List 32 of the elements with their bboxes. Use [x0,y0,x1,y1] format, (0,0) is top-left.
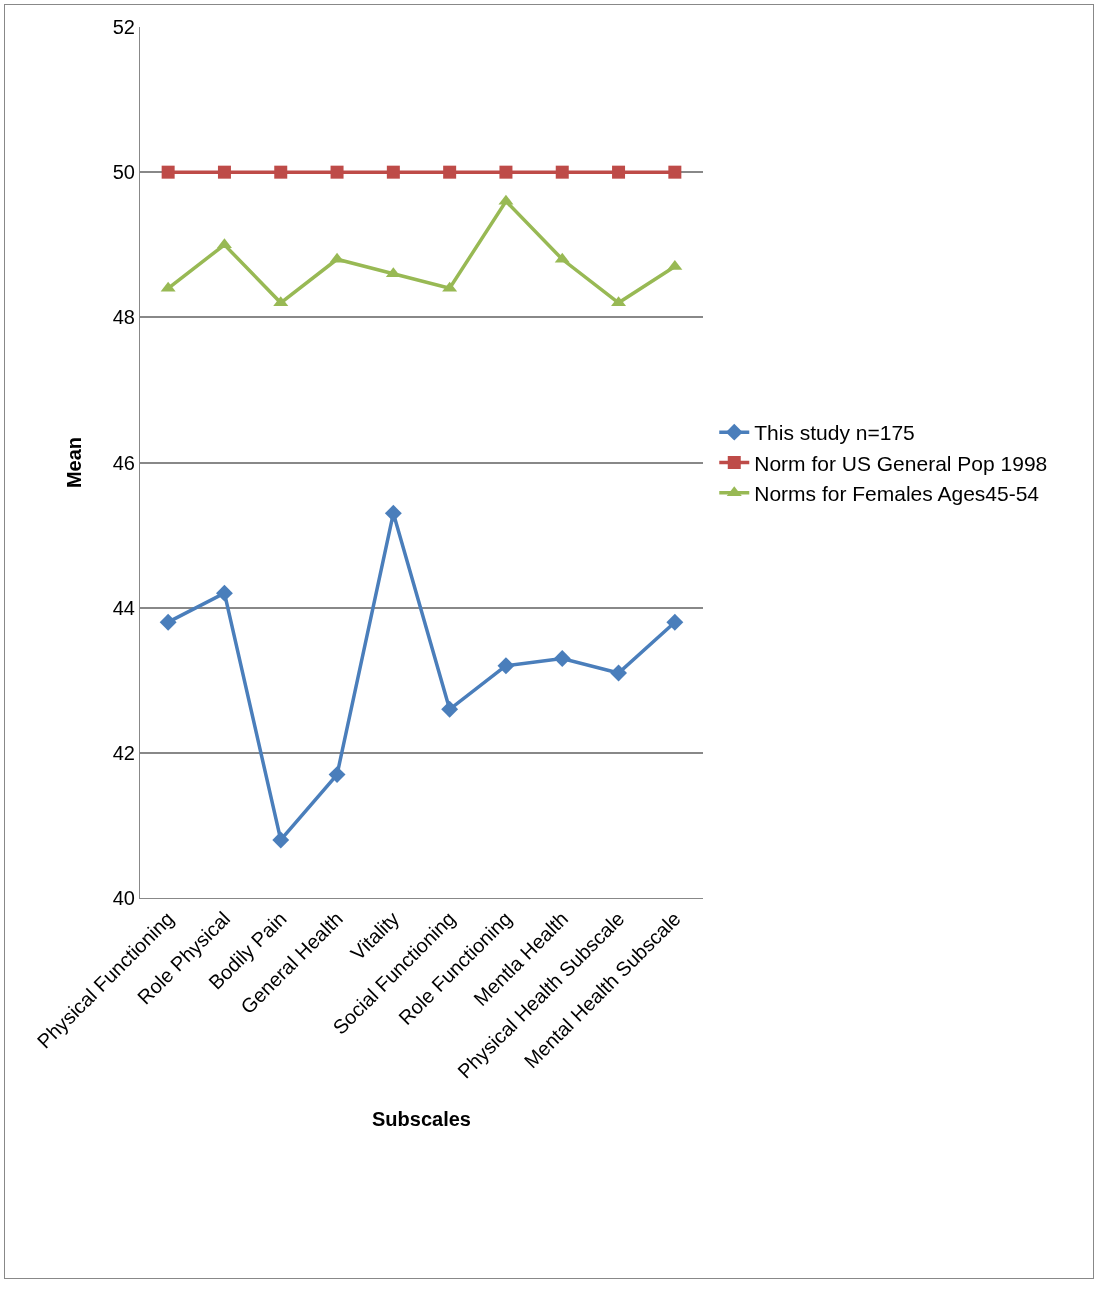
point [274,165,288,179]
point [497,657,515,675]
y-tick-label: 48 [112,306,135,329]
legend-label: Norms for Females Ages45-54 [754,481,1040,505]
x-axis-title: Subscales [372,1107,471,1130]
point [217,165,231,179]
legend-label: Norm for US General Pop 1998 [754,451,1048,475]
point [216,584,233,602]
y-tick-label: 42 [112,741,135,764]
point [666,613,684,631]
point [161,165,175,179]
y-tick-label: 46 [112,451,135,474]
point [328,766,346,784]
point [668,165,682,179]
point [441,700,459,718]
point [443,165,457,179]
point [159,613,177,631]
point [555,165,569,179]
y-tick-label: 52 [112,16,135,38]
point [386,165,400,179]
point [610,664,627,682]
y-tick-label: 44 [112,596,135,619]
y-axis-title: Mean [63,436,86,489]
point [612,165,626,179]
legend-label: This study n=175 [754,421,915,445]
point [499,165,513,179]
y-tick-label: 50 [112,161,135,184]
point [384,504,402,522]
y-tick-label: 40 [112,887,135,909]
point [553,650,571,667]
point [272,831,290,849]
point [330,165,344,179]
